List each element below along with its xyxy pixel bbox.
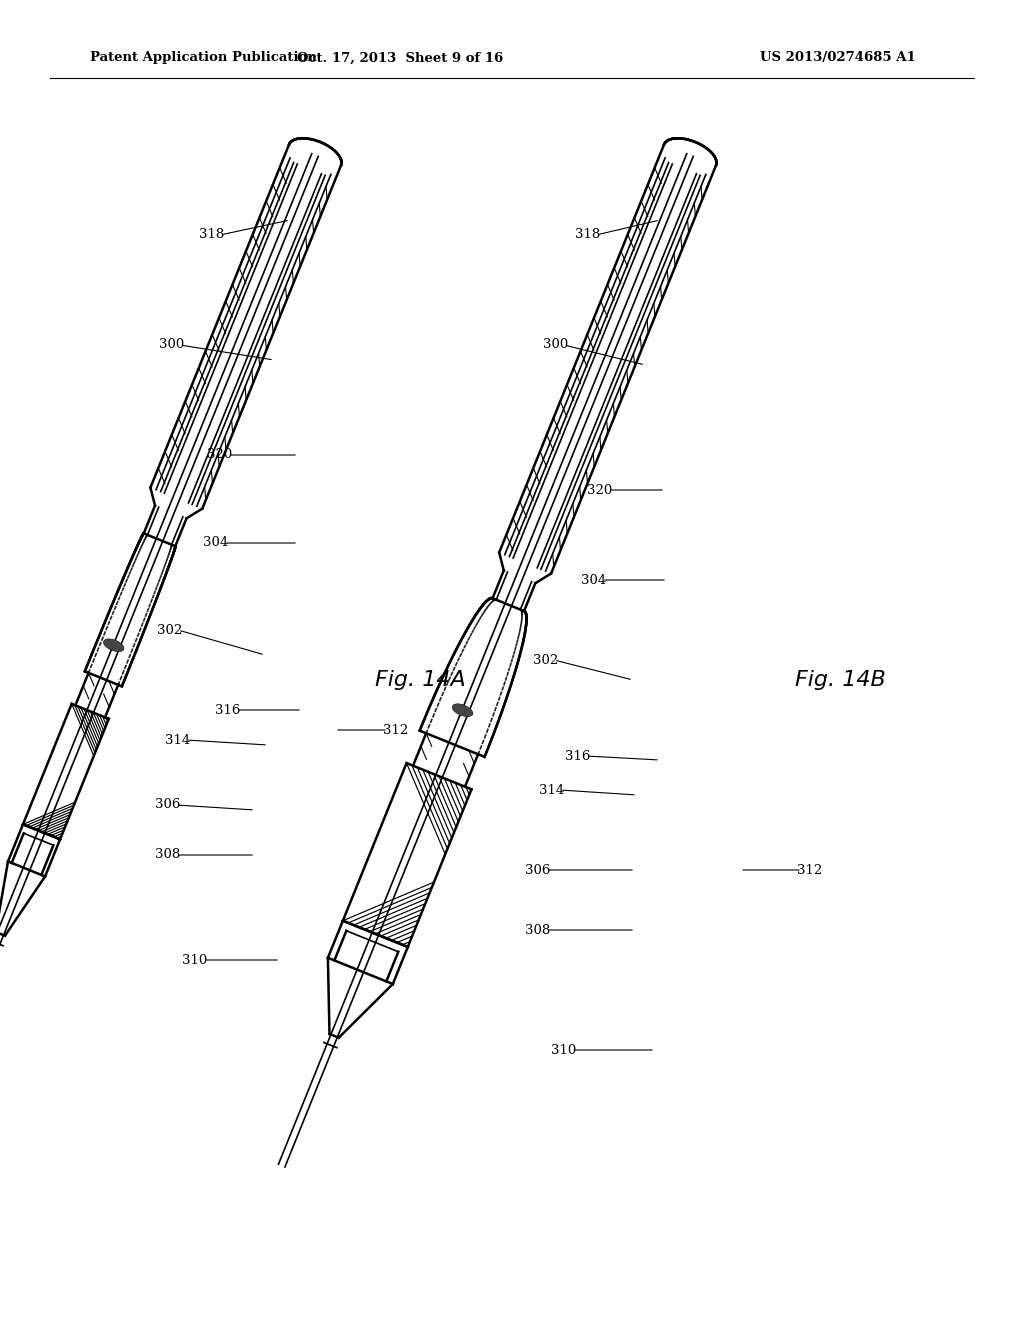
Text: 306: 306 — [156, 799, 180, 812]
Text: Oct. 17, 2013  Sheet 9 of 16: Oct. 17, 2013 Sheet 9 of 16 — [297, 51, 503, 65]
Text: 314: 314 — [165, 734, 190, 747]
Text: 304: 304 — [204, 536, 228, 549]
Text: 316: 316 — [565, 750, 591, 763]
Text: 310: 310 — [551, 1044, 577, 1056]
Text: 318: 318 — [200, 228, 224, 242]
Text: 308: 308 — [525, 924, 551, 936]
Text: 310: 310 — [182, 953, 208, 966]
Text: 318: 318 — [575, 228, 601, 242]
Text: Patent Application Publication: Patent Application Publication — [90, 51, 316, 65]
Polygon shape — [453, 705, 472, 715]
Polygon shape — [104, 640, 123, 651]
Text: Fig. 14A: Fig. 14A — [375, 671, 465, 690]
Text: 304: 304 — [582, 573, 606, 586]
Text: 320: 320 — [588, 483, 612, 496]
Text: US 2013/0274685 A1: US 2013/0274685 A1 — [760, 51, 915, 65]
Text: 314: 314 — [540, 784, 564, 796]
Text: 312: 312 — [383, 723, 409, 737]
Text: Fig. 14B: Fig. 14B — [795, 671, 886, 690]
Text: 320: 320 — [208, 449, 232, 462]
Text: 300: 300 — [544, 338, 568, 351]
Text: 302: 302 — [534, 653, 559, 667]
Text: 312: 312 — [798, 863, 822, 876]
Text: 308: 308 — [156, 849, 180, 862]
Text: 300: 300 — [160, 338, 184, 351]
Text: 306: 306 — [525, 863, 551, 876]
Text: 316: 316 — [215, 704, 241, 717]
Text: 302: 302 — [158, 623, 182, 636]
